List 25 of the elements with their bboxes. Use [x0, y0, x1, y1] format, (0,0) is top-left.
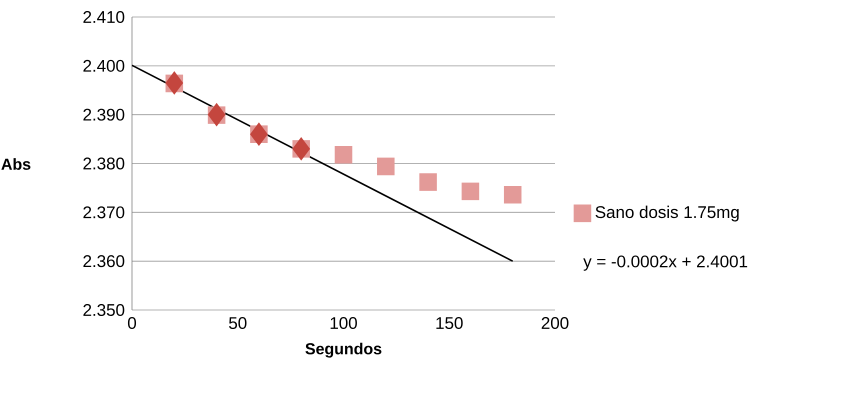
point [419, 173, 437, 191]
y-tick-label: 2.370 [83, 206, 124, 218]
y-axis-title: Abs [1, 158, 30, 170]
y-tick-label: 2.400 [83, 60, 124, 72]
point [334, 146, 352, 164]
point [504, 186, 522, 204]
x-tick-label: 50 [229, 317, 246, 330]
point [250, 122, 268, 146]
point [208, 103, 226, 126]
y-tick-label: 2.350 [83, 304, 124, 316]
x-tick-label: 200 [542, 317, 568, 330]
y-tick-label: 2.380 [83, 158, 124, 170]
y-tick-label: 2.390 [83, 108, 124, 121]
point [166, 71, 184, 94]
y-tick-label: 2.410 [83, 11, 124, 23]
text: y = -0.0002x + 2.4001 [583, 255, 748, 271]
point [377, 158, 395, 176]
point [292, 137, 310, 160]
legend-label: Sano dosis 1.75mg [596, 206, 739, 222]
x-tick-label: 0 [128, 317, 136, 330]
y-tick-label: 2.360 [83, 255, 124, 268]
x-tick-label: 150 [436, 317, 463, 330]
x-tick-label: 100 [330, 317, 357, 330]
point [462, 182, 480, 200]
x-axis-title: Segundos [305, 342, 382, 358]
